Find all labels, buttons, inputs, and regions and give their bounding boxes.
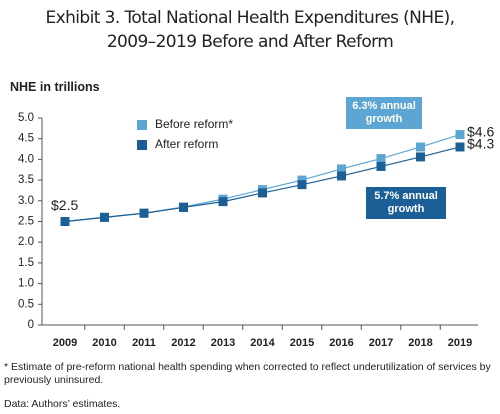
x-tick-label: 2010 (92, 337, 116, 349)
y-tick-label: 3.5 (18, 174, 34, 186)
y-tick-label: 1.5 (18, 257, 34, 269)
y-tick-label: 4.0 (18, 153, 34, 165)
y-tick-label: 1.0 (18, 278, 34, 290)
marker (337, 164, 346, 174)
value-label: $4.6 (467, 123, 494, 139)
x-tick-label: 2019 (448, 337, 472, 349)
chart-title: Exhibit 3. Total National Health Expendi… (45, 8, 456, 52)
marker (139, 208, 149, 218)
legend-label: After reform (155, 137, 218, 151)
x-tick-label: 2011 (132, 337, 156, 349)
marker (376, 154, 386, 164)
x-tick-label: 2018 (408, 337, 432, 349)
marker (258, 188, 267, 198)
marker (297, 180, 307, 190)
y-tick-label: 2.5 (18, 216, 34, 228)
y-tick-label: 4.5 (18, 133, 34, 145)
x-tick-label: 2014 (250, 337, 275, 349)
y-axis-label: NHE in trillions (10, 80, 100, 94)
x-tick-label: 2017 (369, 337, 393, 349)
marker (455, 142, 465, 152)
y-tick-label: 5.0 (18, 112, 34, 124)
y-tick-label: 0 (28, 319, 34, 331)
marker (179, 202, 188, 212)
marker (60, 217, 70, 226)
marker (376, 161, 386, 171)
legend-swatch (137, 140, 147, 150)
x-tick-label: 2009 (53, 337, 77, 349)
y-tick-label: 2.0 (18, 236, 34, 248)
y-tick-label: 3.0 (18, 195, 34, 207)
source: Data: Authors’ estimates. (4, 398, 121, 410)
annotation: 6.3% annual growth (346, 97, 422, 129)
x-tick-label: 2012 (171, 337, 195, 349)
marker (337, 171, 346, 181)
marker (416, 152, 425, 162)
marker (218, 197, 228, 207)
x-tick-label: 2013 (211, 337, 235, 349)
marker (455, 130, 465, 140)
marker (100, 212, 109, 222)
y-tick-label: 0.5 (18, 298, 34, 310)
x-tick-label: 2015 (290, 337, 314, 349)
annotation: 5.7% annual growth (366, 187, 446, 219)
legend-label: Before reform* (155, 117, 233, 131)
x-tick-label: 2016 (329, 337, 353, 349)
footnote: * Estimate of pre-reform national health… (4, 361, 491, 386)
marker (416, 142, 425, 152)
value-label: $2.5 (51, 197, 78, 213)
value-label: $4.3 (467, 136, 494, 152)
legend-swatch (137, 120, 147, 130)
marker (297, 175, 307, 185)
